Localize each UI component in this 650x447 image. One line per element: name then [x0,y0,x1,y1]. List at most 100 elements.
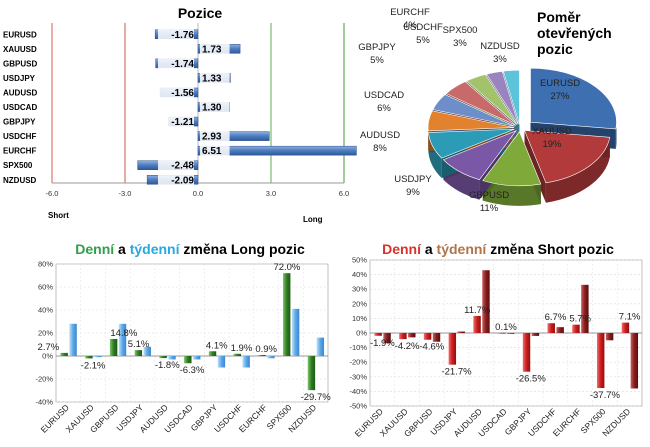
short-label: Short [48,211,69,220]
pie-slice [486,70,519,125]
change-bar [69,323,77,356]
category-label: EURCHF [3,147,36,156]
pie-slice-label: 9% [406,187,420,198]
category-label: SPX500 [3,161,33,170]
change-bar [432,333,441,342]
y-tick-label: 20% [38,329,53,338]
y-tick-label: 0% [356,329,367,338]
pie-slice-label: NZDUSD [480,41,520,52]
value-label: 2.93 [202,132,222,143]
change-bar [383,333,391,344]
change-bar [217,356,226,368]
pie-slice-label: USDCAD [364,90,404,101]
pie-slice-label: 19% [542,139,562,150]
value-label-bg [200,144,230,157]
x-tick-label: -6.0 [46,189,59,198]
value-label: 1.33 [202,73,222,84]
y-tick-label: 40% [38,306,53,315]
value-label-bg [200,71,230,84]
title-part: Denní [382,241,422,257]
y-tick-label: -30% [349,372,367,381]
value-label: 1.30 [202,103,222,114]
value-label: 1.73 [202,44,222,55]
change-bar [596,333,605,389]
value-label: 14.8% [110,328,137,339]
ratio-pie-chart: EURUSD 27% XAUUSD 19% GBPUSD 11% USDJPY 9% AUDUS… [358,7,617,214]
value-label-bg [158,28,194,41]
y-tick-label: 50% [352,256,367,265]
change-bar [621,322,630,333]
pie-slice-label: GBPUSD [469,190,509,201]
pie-slice [482,131,542,187]
pie-slice [466,74,518,125]
change-bar [168,356,176,360]
position-bar [197,145,357,156]
category-label: XAUUSD [3,45,37,54]
y-tick-label: 30% [352,285,367,294]
value-label: -2.1% [81,360,106,371]
title-part: týdenní [437,241,488,257]
value-label: -1.8% [155,360,180,371]
positions-chart: Pozice Short Long -6.0 -3.0 0.0 3.0 6.0 EURUS… [3,5,357,224]
value-label: -26.5% [516,374,547,385]
value-label-bg [200,101,230,114]
pie-title-line: pozic [537,41,573,57]
short-change-chart: Denní a týdenní změna Short pozic 50% 40%… [349,241,643,439]
value-label-bg [158,115,194,128]
value-label-bg [158,57,194,70]
x-tick-label: 0.0 [193,189,203,198]
change-bar [605,333,614,341]
pie-slice-label: 3% [453,38,467,49]
pie-slice [530,67,617,130]
pie-slice-label: 5% [370,55,384,66]
value-label: 2.7% [38,342,60,353]
pie-slice [445,81,516,126]
pie-slice-label: 5% [416,35,430,46]
value-label: -1.56 [171,88,194,99]
value-label: 6.7% [545,312,567,323]
pie-slice [427,110,515,132]
change-bar [307,356,316,391]
long-label: Long [303,215,323,224]
title-part: a [114,241,130,257]
value-label-bg [200,130,230,143]
value-label: 5.1% [128,339,150,350]
pie-slice-label: 11% [480,203,499,214]
title-part: týdenní [130,241,181,257]
change-bar [192,356,201,360]
value-label: -2.48 [171,161,194,172]
value-label-bg [158,173,194,186]
change-bar [143,346,151,356]
category-label: USDCHF [3,132,36,141]
change-bar [134,350,143,356]
y-tick-label: -10% [349,343,367,352]
pie-title-line: Poměr [537,9,581,25]
value-label: 7.1% [619,312,641,323]
x-tick-label: -3.0 [119,189,132,198]
category-label: USDJPY [3,74,36,83]
change-bar [208,351,217,356]
change-bar [233,353,241,356]
value-label: 5.7% [569,314,591,325]
category-label: GBPUSD [3,59,37,68]
pie-slice [524,130,611,184]
value-label: -2.09 [171,175,194,186]
value-label: 4.1% [206,340,228,351]
y-tick-label: 80% [38,260,53,269]
category-label: NZDUSD [3,176,37,185]
pie-slice-label: 6% [377,103,391,114]
change-bar [423,333,432,340]
change-bar [60,352,68,356]
title-part: změna Long pozic [180,241,305,257]
pie-slice-side [545,137,610,203]
change-bar [267,356,275,359]
y-tick-label: -20% [35,375,53,384]
change-bar [159,356,167,359]
pie-slice-label: AUDUSD [360,130,400,141]
pie-slice-label: 3% [493,54,507,65]
value-label: -1.76 [171,30,194,41]
pie-slice-label: 8% [373,143,387,154]
category-label: EURUSD [3,30,37,39]
y-tick-label: -20% [349,358,367,367]
